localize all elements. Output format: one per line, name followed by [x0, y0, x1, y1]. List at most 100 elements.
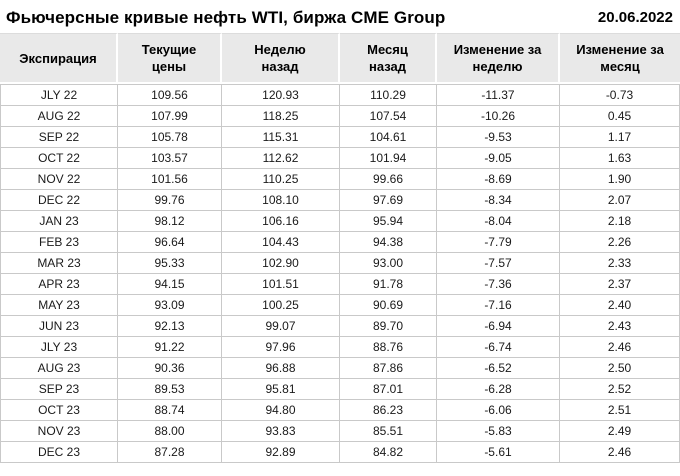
cell-month_change: 1.63 [560, 148, 680, 169]
col-header-line: цены [151, 59, 187, 74]
cell-month_change: 2.26 [560, 232, 680, 253]
col-header-month-change: Изменение за месяц [560, 33, 680, 84]
cell-week_ago: 101.51 [222, 274, 340, 295]
col-header-line: месяц [600, 59, 640, 74]
table-row: JLY 22 109.56 120.93 110.29 -11.37 -0.73 [0, 84, 680, 106]
cell-month_change: 2.33 [560, 253, 680, 274]
cell-week_change: -6.74 [437, 337, 560, 358]
cell-expiration: DEC 22 [0, 190, 118, 211]
table-row: JLY 23 91.22 97.96 88.76 -6.74 2.46 [0, 337, 680, 358]
cell-expiration: SEP 22 [0, 127, 118, 148]
cell-month_ago: 90.69 [340, 295, 437, 316]
table-row: NOV 22 101.56 110.25 99.66 -8.69 1.90 [0, 169, 680, 190]
cell-week_ago: 93.83 [222, 421, 340, 442]
cell-week_change: -11.37 [437, 84, 560, 106]
cell-current_price: 105.78 [118, 127, 222, 148]
cell-month_ago: 93.00 [340, 253, 437, 274]
cell-current_price: 99.76 [118, 190, 222, 211]
cell-current_price: 109.56 [118, 84, 222, 106]
cell-expiration: SEP 23 [0, 379, 118, 400]
cell-week_change: -7.36 [437, 274, 560, 295]
cell-month_ago: 91.78 [340, 274, 437, 295]
cell-week_ago: 106.16 [222, 211, 340, 232]
cell-month_change: 1.17 [560, 127, 680, 148]
table-row: DEC 22 99.76 108.10 97.69 -8.34 2.07 [0, 190, 680, 211]
cell-week_ago: 110.25 [222, 169, 340, 190]
cell-month_change: 2.52 [560, 379, 680, 400]
cell-month_ago: 86.23 [340, 400, 437, 421]
cell-week_ago: 104.43 [222, 232, 340, 253]
col-header-current-price: Текущие цены [118, 33, 222, 84]
cell-month_ago: 110.29 [340, 84, 437, 106]
cell-expiration: APR 23 [0, 274, 118, 295]
cell-expiration: AUG 23 [0, 358, 118, 379]
cell-current_price: 107.99 [118, 106, 222, 127]
cell-month_change: 2.43 [560, 316, 680, 337]
cell-month_ago: 104.61 [340, 127, 437, 148]
col-header-line: Текущие [141, 42, 197, 57]
cell-month_change: 1.90 [560, 169, 680, 190]
cell-current_price: 94.15 [118, 274, 222, 295]
cell-month_change: 2.51 [560, 400, 680, 421]
cell-week_change: -8.04 [437, 211, 560, 232]
col-header-line: Неделю [254, 42, 306, 57]
cell-month_change: 2.46 [560, 337, 680, 358]
table-row: DEC 23 87.28 92.89 84.82 -5.61 2.46 [0, 442, 680, 463]
col-header-line: Изменение за [576, 42, 664, 57]
titlebar: Фьючерсные кривые нефть WTI, биржа CME G… [0, 0, 680, 33]
cell-expiration: NOV 22 [0, 169, 118, 190]
table-row: OCT 23 88.74 94.80 86.23 -6.06 2.51 [0, 400, 680, 421]
table-row: FEB 23 96.64 104.43 94.38 -7.79 2.26 [0, 232, 680, 253]
table-row: JAN 23 98.12 106.16 95.94 -8.04 2.18 [0, 211, 680, 232]
cell-month_ago: 84.82 [340, 442, 437, 463]
cell-current_price: 90.36 [118, 358, 222, 379]
cell-expiration: MAR 23 [0, 253, 118, 274]
cell-month_ago: 95.94 [340, 211, 437, 232]
cell-expiration: JLY 22 [0, 84, 118, 106]
col-header-line: назад [261, 59, 299, 74]
cell-week_ago: 115.31 [222, 127, 340, 148]
futures-table: Экспирация Текущие цены Неделю назад Мес… [0, 33, 680, 463]
cell-week_ago: 108.10 [222, 190, 340, 211]
col-header-line: неделю [472, 59, 523, 74]
cell-month_change: 2.18 [560, 211, 680, 232]
cell-current_price: 88.74 [118, 400, 222, 421]
table-row: APR 23 94.15 101.51 91.78 -7.36 2.37 [0, 274, 680, 295]
cell-expiration: JLY 23 [0, 337, 118, 358]
cell-month_change: 2.37 [560, 274, 680, 295]
cell-week_change: -7.16 [437, 295, 560, 316]
cell-current_price: 98.12 [118, 211, 222, 232]
cell-week_ago: 94.80 [222, 400, 340, 421]
cell-expiration: MAY 23 [0, 295, 118, 316]
cell-month_ago: 94.38 [340, 232, 437, 253]
cell-current_price: 93.09 [118, 295, 222, 316]
header-row: Экспирация Текущие цены Неделю назад Мес… [0, 33, 680, 84]
cell-week_ago: 99.07 [222, 316, 340, 337]
cell-week_change: -9.05 [437, 148, 560, 169]
col-header-line: Экспирация [19, 50, 97, 66]
col-header-line: Изменение за [453, 42, 542, 57]
col-header-expiration: Экспирация [0, 33, 118, 84]
cell-week_ago: 97.96 [222, 337, 340, 358]
cell-week_change: -6.06 [437, 400, 560, 421]
cell-week_change: -6.52 [437, 358, 560, 379]
col-header-line: Месяц [367, 42, 408, 57]
cell-week_change: -7.79 [437, 232, 560, 253]
cell-current_price: 89.53 [118, 379, 222, 400]
table-row: MAR 23 95.33 102.90 93.00 -7.57 2.33 [0, 253, 680, 274]
cell-month_change: 2.07 [560, 190, 680, 211]
cell-week_ago: 100.25 [222, 295, 340, 316]
cell-month_ago: 101.94 [340, 148, 437, 169]
cell-week_change: -5.61 [437, 442, 560, 463]
cell-month_change: -0.73 [560, 84, 680, 106]
col-header-week-change: Изменение за неделю [437, 33, 560, 84]
table-row: NOV 23 88.00 93.83 85.51 -5.83 2.49 [0, 421, 680, 442]
cell-week_ago: 118.25 [222, 106, 340, 127]
futures-table-body: JLY 22 109.56 120.93 110.29 -11.37 -0.73 AUG 2… [0, 84, 680, 463]
table-row: JUN 23 92.13 99.07 89.70 -6.94 2.43 [0, 316, 680, 337]
cell-expiration: NOV 23 [0, 421, 118, 442]
cell-expiration: OCT 23 [0, 400, 118, 421]
cell-week_ago: 96.88 [222, 358, 340, 379]
cell-month_change: 2.49 [560, 421, 680, 442]
